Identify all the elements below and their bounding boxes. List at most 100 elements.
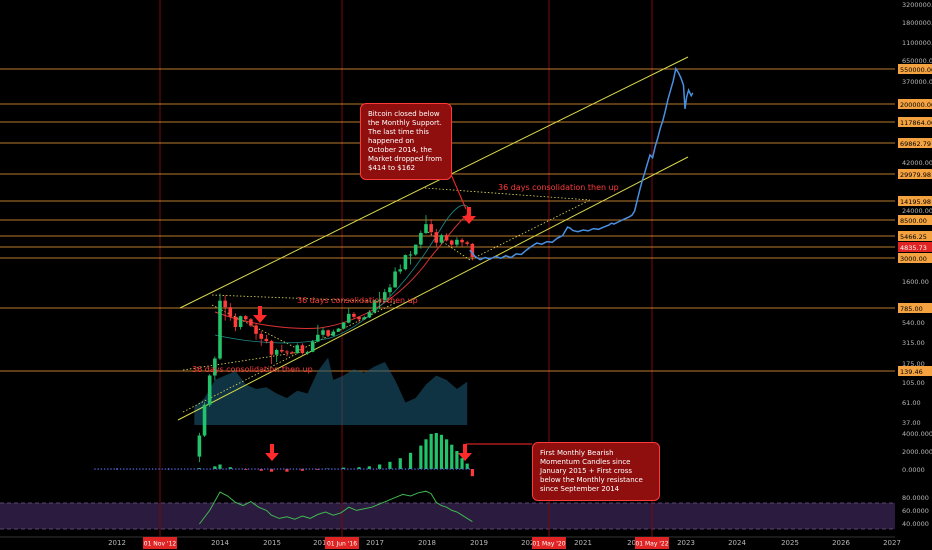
- momentum-baseline: [225, 468, 227, 470]
- momentum-baseline: [113, 468, 115, 470]
- momentum-bar-22: [429, 433, 433, 469]
- momentum-baseline: [257, 468, 260, 470]
- candle-body-44: [424, 224, 428, 233]
- momentum-baseline: [363, 468, 365, 470]
- momentum-baseline: [436, 468, 439, 470]
- level-badge-text-8: 4835.73: [900, 244, 927, 252]
- price-tick-9: 24000.00: [902, 207, 932, 215]
- momentum-baseline: [283, 468, 285, 470]
- momentum-bar-5: [228, 467, 232, 469]
- candle-body-10: [249, 319, 253, 326]
- momentum-baseline: [222, 468, 224, 470]
- candle-body-14: [269, 341, 274, 355]
- level-badge-bg-1: [898, 99, 932, 109]
- candle-body-52: [465, 242, 469, 244]
- momentum-baseline: [385, 468, 388, 470]
- date-marker-0: 01 Nov '12: [143, 537, 177, 549]
- level-badge-bg-11: [898, 366, 932, 376]
- momentum-baseline: [209, 468, 211, 470]
- level-badge-9: 3000.00: [898, 253, 932, 263]
- level-badge-7: 5466.25: [898, 231, 932, 241]
- date-marker-text-0: 01 Nov '12: [144, 541, 177, 548]
- momentum-bar-21: [424, 439, 428, 469]
- momentum-baseline: [119, 468, 122, 470]
- price-tick-16: 37.00: [902, 419, 921, 427]
- momentum-bar-13: [342, 467, 346, 469]
- momentum-baseline: [407, 468, 410, 470]
- rsi-line: [199, 490, 473, 525]
- candle-body-45: [429, 224, 433, 233]
- candle-body-42: [413, 244, 418, 255]
- candle-body-40: [403, 255, 408, 270]
- momentum-tick-0: 4000.0000: [902, 430, 932, 438]
- momentum-bar-9: [285, 469, 289, 472]
- momentum-baseline: [135, 468, 138, 470]
- momentum-baseline: [260, 468, 263, 470]
- momentum-baseline: [142, 468, 144, 470]
- level-badge-bg-4: [898, 169, 932, 179]
- momentum-bar-23: [434, 433, 438, 469]
- candle-body-36: [383, 292, 387, 300]
- momentum-baseline: [331, 468, 333, 470]
- momentum-baseline: [398, 468, 400, 470]
- channel-lower: [177, 156, 689, 421]
- momentum-baseline: [452, 468, 455, 470]
- momentum-baseline: [161, 468, 163, 470]
- momentum-baseline: [171, 468, 173, 470]
- price-tick-8: 42000.00: [902, 159, 932, 167]
- level-badge-bg-7: [898, 231, 932, 241]
- level-badge-bg-8: [898, 242, 932, 252]
- momentum-baseline: [337, 468, 340, 470]
- momentum-baseline: [235, 468, 237, 470]
- candle-body-34: [372, 300, 377, 313]
- x-tick-4: 2017: [366, 539, 384, 547]
- candle-body-24: [321, 330, 325, 335]
- x-tick-8: 2021: [574, 539, 592, 547]
- momentum-baseline: [129, 468, 131, 470]
- momentum-baseline: [110, 468, 112, 470]
- momentum-baseline: [187, 468, 189, 470]
- level-badge-bg-6: [898, 215, 932, 225]
- consolidation-label-2: 36 days consolidation then up: [192, 365, 313, 374]
- level-badge-text-7: 5466.25: [900, 233, 927, 241]
- momentum-baseline: [190, 468, 192, 470]
- level-badge-text-4: 29979.98: [900, 171, 931, 179]
- candle-body-5: [223, 300, 227, 308]
- level-badge-10: 785.00: [898, 303, 932, 313]
- momentum-baseline: [167, 468, 170, 470]
- momentum-baseline: [391, 468, 394, 470]
- price-tick-4: 370000.00: [902, 78, 932, 86]
- x-tick-5: 2018: [418, 539, 436, 547]
- candle-body-49: [449, 240, 454, 245]
- level-badge-bg-10: [898, 303, 932, 313]
- momentum-bar-10: [300, 469, 304, 471]
- rsi-tick-1: 60.0000: [902, 507, 929, 515]
- level-badge-4: 29979.98: [898, 169, 932, 179]
- momentum-baseline: [155, 468, 157, 470]
- candle-body-17: [285, 351, 289, 353]
- arrow-2014: [253, 306, 267, 323]
- momentum-baseline: [395, 468, 397, 470]
- candle-body-3: [213, 358, 217, 376]
- momentum-baseline: [347, 468, 349, 470]
- momentum-baseline: [139, 468, 141, 470]
- momentum-baseline: [251, 468, 253, 470]
- momentum-baseline: [366, 468, 368, 470]
- date-marker-text-2: 01 May '20: [532, 541, 565, 548]
- level-badge-text-10: 785.00: [900, 305, 923, 313]
- momentum-bar-15: [367, 466, 371, 469]
- level-badge-text-1: 200000.00: [900, 101, 932, 109]
- momentum-tick-2: 0.0000: [902, 466, 925, 474]
- candle-body-26: [331, 331, 336, 336]
- level-badge-text-5: 14195.98: [900, 198, 931, 206]
- candle-body-51: [460, 239, 464, 243]
- arrow-2018: [462, 207, 476, 224]
- momentum-baseline: [103, 468, 106, 470]
- candle-body-20: [300, 345, 305, 354]
- candle-body-31: [357, 316, 361, 320]
- level-badge-text-0: 550000.00: [900, 66, 932, 74]
- rsi-band: [0, 503, 895, 529]
- date-marker-2: 01 May '20: [532, 537, 566, 549]
- momentum-baseline: [446, 468, 448, 470]
